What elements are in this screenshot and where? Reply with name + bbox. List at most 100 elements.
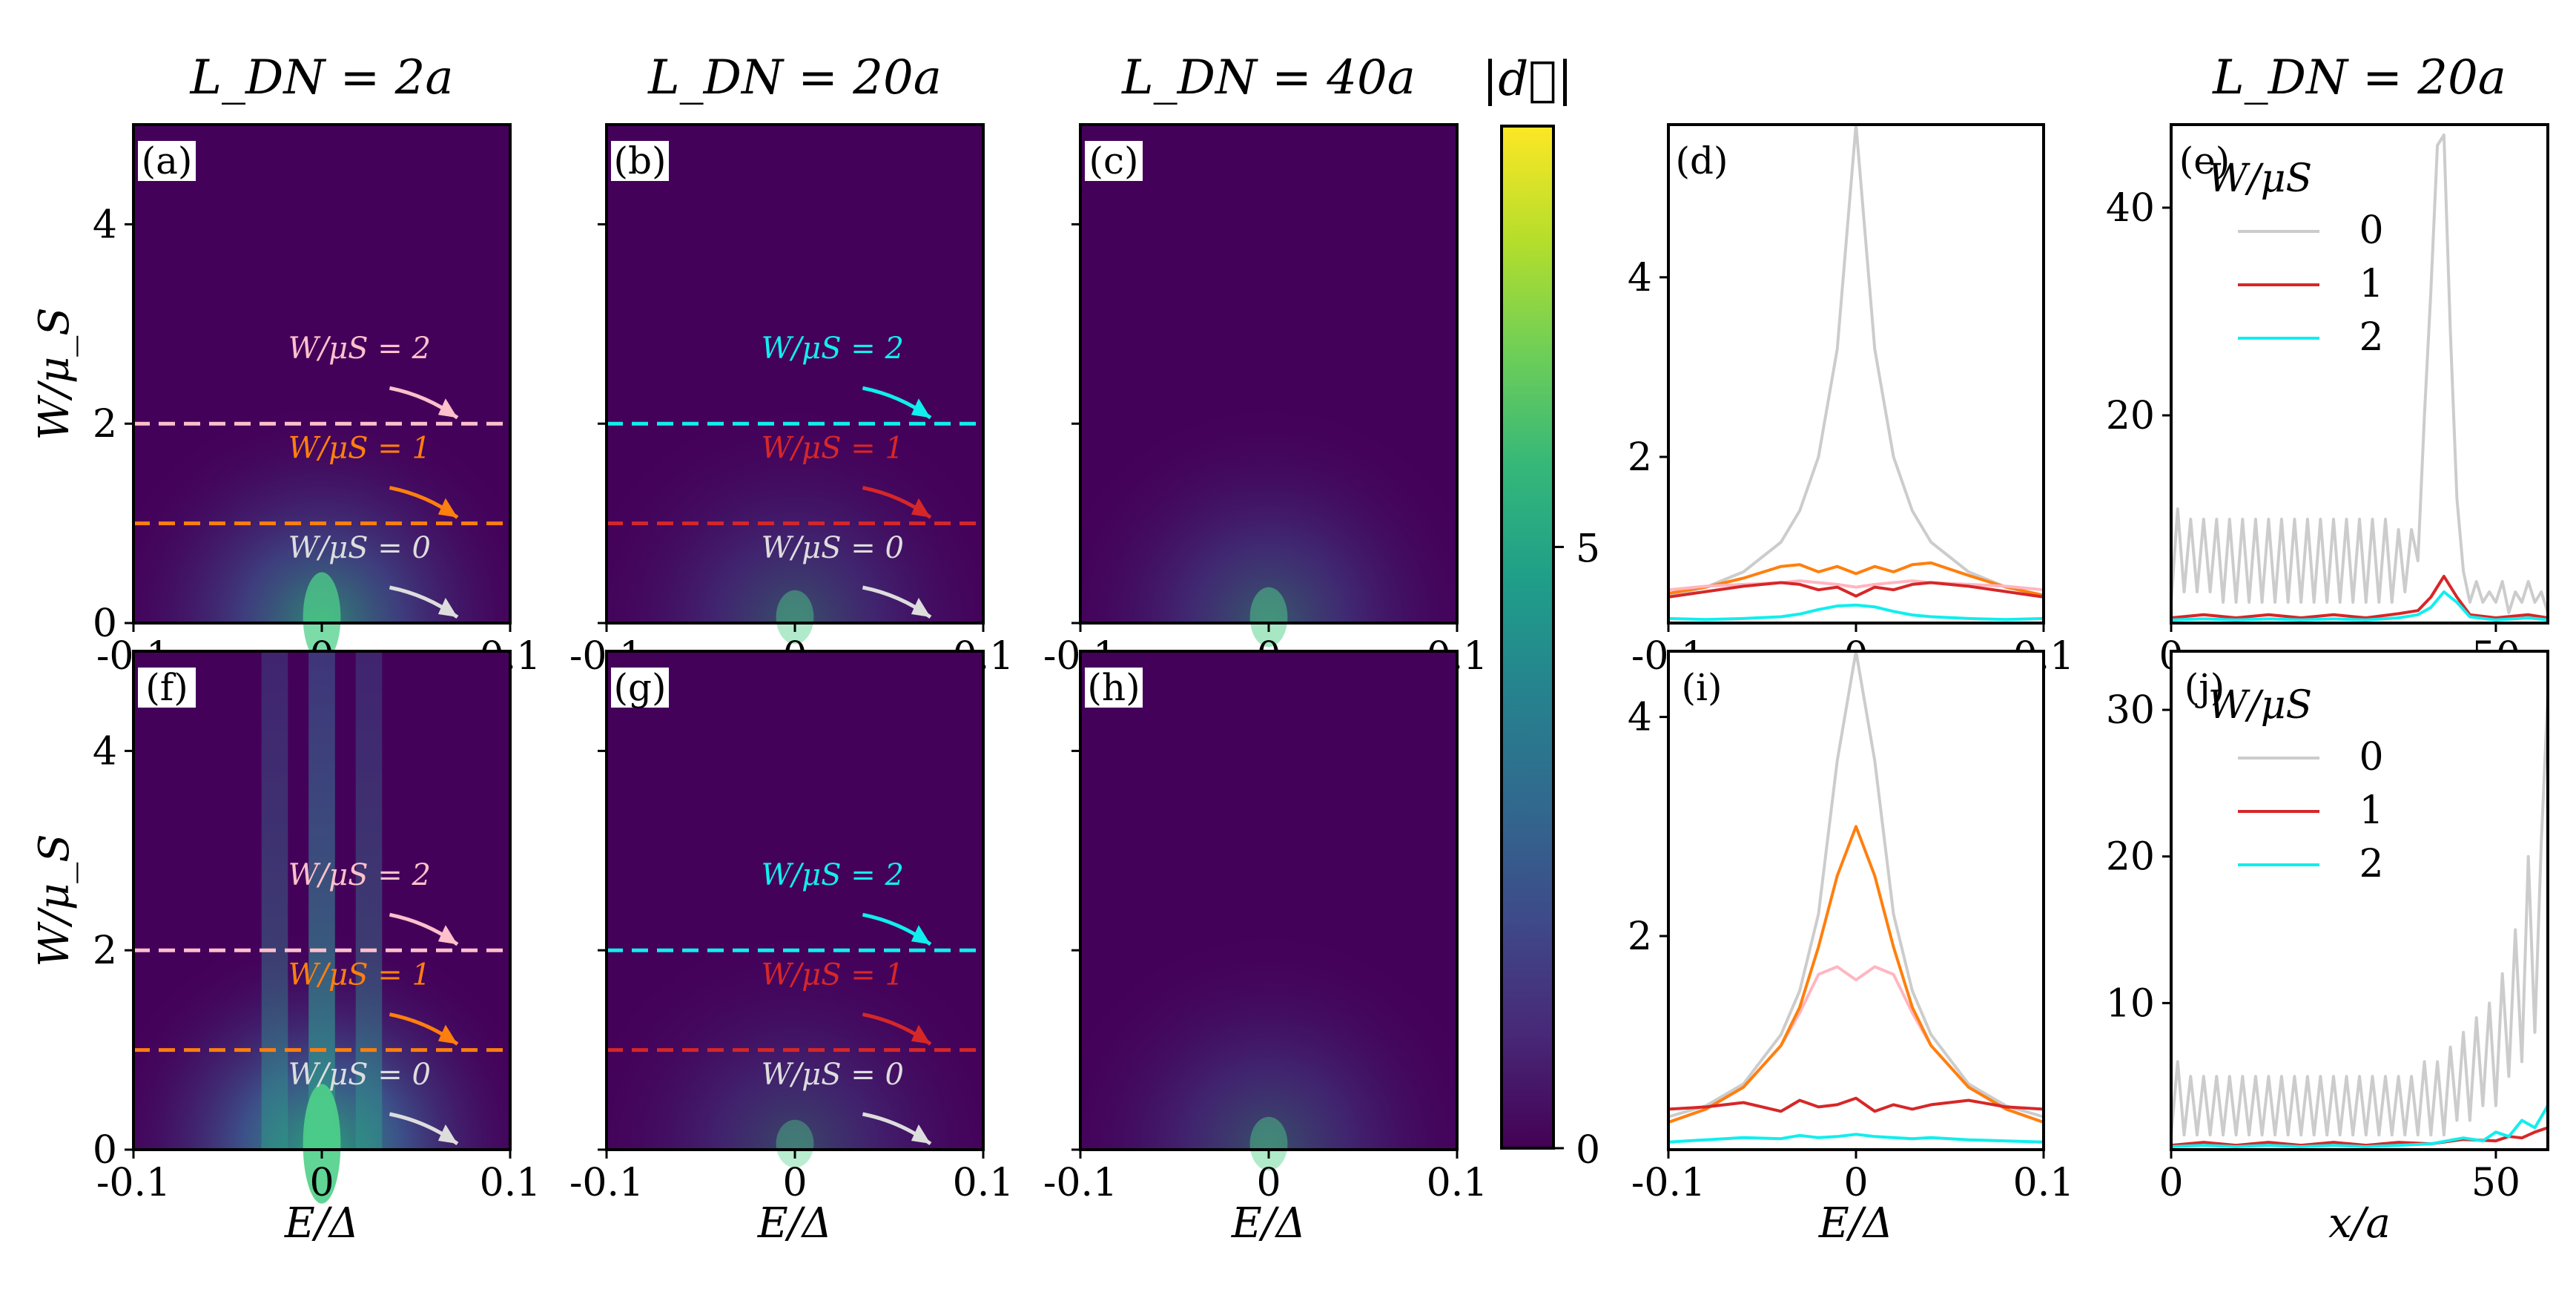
series-line [1668, 651, 2044, 1119]
cut-label: W/μS = 1 [288, 958, 431, 992]
panel-label: (e) [2179, 139, 2230, 182]
cut-arrowhead [437, 398, 458, 418]
y-tick-label: 0 [93, 1128, 117, 1173]
cut-arrowhead [911, 1024, 931, 1044]
cut-arrowhead [911, 498, 931, 518]
heatmap-stripe [261, 651, 288, 1150]
y-tick-label: 10 [2106, 981, 2155, 1026]
heatmap-panel-h: (h) -0.1 0 0.1 E/Δ [1043, 650, 1487, 1248]
cut-arrowhead [437, 498, 458, 518]
legend-entry: 1 [2359, 262, 2383, 306]
plot-background [2171, 125, 2548, 623]
y-tick-label: 30 [2106, 688, 2155, 733]
series-group [2171, 134, 2548, 622]
series-line [1668, 825, 2044, 1124]
zero-energy-peak [303, 1084, 341, 1204]
cut-arrowhead [437, 1024, 458, 1044]
zero-energy-peak [1249, 1116, 1288, 1171]
cut-label: W/μS = 1 [762, 958, 904, 992]
panel-label: (i) [1681, 666, 1722, 709]
cut-arrowhead [911, 398, 931, 418]
zero-energy-peak [1249, 587, 1288, 648]
cut-arrowhead [911, 1124, 931, 1144]
series-line [2171, 590, 2548, 622]
legend: W/μS 0 1 2 [2208, 157, 2384, 360]
cut-arrowhead [437, 925, 458, 945]
x-tick-label: -0.1 [96, 1161, 171, 1205]
colorbar-tick-label: 5 [1576, 527, 1600, 571]
panel-title: L_DN = 20a [647, 50, 942, 105]
heatmap-glow [133, 249, 510, 623]
y-tick-label: 4 [1628, 256, 1652, 300]
panel-label-box [2176, 668, 2233, 708]
panel-label-box [611, 141, 669, 181]
x-tick-label: 0.1 [2013, 1161, 2075, 1205]
cut-label: W/μS = 2 [288, 332, 431, 366]
series-line [2171, 134, 2548, 614]
colorbar-tick-label: 0 [1576, 1128, 1600, 1173]
plot-background [1668, 125, 2044, 623]
cut-label: W/μS = 1 [762, 432, 904, 466]
series-line [2171, 1126, 2548, 1147]
series-line [1668, 603, 2044, 622]
plot-frame [2170, 123, 2549, 625]
panel-label-box [2176, 141, 2233, 181]
y-tick-label: 40 [2106, 186, 2155, 231]
series-group [1668, 125, 2044, 622]
series-line [2171, 695, 2548, 1137]
x-axis-label: x/a [2328, 1199, 2391, 1248]
cut-label: W/μS = 0 [288, 531, 431, 565]
line-panel-j: (j) 0 50 x/a 10 20 30 W/μS 0 1 2 [2106, 650, 2549, 1248]
y-tick-label: 4 [93, 729, 117, 774]
x-axis-label: E/Δ [1231, 1199, 1306, 1248]
line-panel-i: (i) -0.1 0 0.1 E/Δ 2 4 [1628, 650, 2075, 1248]
legend-entry: 2 [2359, 315, 2383, 360]
heatmap-panel-c: (c)L_DN = 40a-0.100.1 [1043, 50, 1487, 679]
legend-entry: 0 [2359, 208, 2383, 253]
heatmap-panel-a: W/μS = 0W/μS = 1W/μS = 2(a)L_DN = 2a-0.1… [30, 50, 541, 679]
legend-entry: 2 [2359, 842, 2383, 886]
x-tick-label: 0.1 [953, 1161, 1014, 1205]
y-tick-label: 2 [1628, 435, 1652, 480]
cut-label: W/μS = 2 [288, 858, 431, 892]
legend-title: W/μS [2208, 683, 2312, 728]
panel-label-box [138, 668, 196, 708]
heatmap-panel-b: W/μS = 0W/μS = 1W/μS = 2(b)L_DN = 20a-0.… [569, 50, 1014, 679]
plot-background [1668, 651, 2044, 1150]
series-line [2171, 1104, 2548, 1148]
y-axis-label: W/μ_S [30, 834, 79, 966]
legend-entry: 0 [2359, 735, 2383, 780]
zero-energy-peak [776, 1119, 814, 1168]
x-tick-label: 0 [782, 1161, 807, 1205]
series-line [1668, 581, 2044, 599]
x-tick-label: -0.1 [1043, 1161, 1117, 1205]
x-tick-label: -0.1 [569, 1161, 644, 1205]
panel-label: (c) [1089, 139, 1138, 182]
series-group [1668, 651, 2044, 1144]
plot-frame [2170, 650, 2549, 1151]
x-axis-label: E/Δ [284, 1199, 359, 1248]
panel-label-box [1085, 141, 1143, 181]
x-tick-label: 0 [309, 1161, 334, 1205]
series-line [1668, 1133, 2044, 1144]
y-tick-label: 20 [2106, 835, 2155, 880]
cut-arrowhead [437, 1124, 458, 1144]
panel-label-box [1085, 668, 1143, 708]
panel-label-box [1673, 668, 1731, 708]
x-axis-label: E/Δ [1818, 1199, 1893, 1248]
cut-label: W/μS = 0 [762, 531, 904, 565]
heatmap-glow [1080, 249, 1457, 623]
panel-label: (j) [2184, 666, 2225, 709]
panel-label: (h) [1087, 666, 1140, 709]
y-tick-label: 2 [93, 402, 117, 447]
panel-title: L_DN = 2a [190, 50, 454, 105]
cut-arrowhead [911, 598, 931, 617]
heatmap-stripe [308, 651, 335, 1150]
heatmap-glow [1080, 776, 1457, 1150]
cut-arrowhead [911, 925, 931, 945]
panel-label: (d) [1675, 139, 1728, 182]
cut-label: W/μS = 0 [288, 1058, 431, 1092]
line-panel-d: (d)-0.100.124 [1628, 123, 2074, 679]
